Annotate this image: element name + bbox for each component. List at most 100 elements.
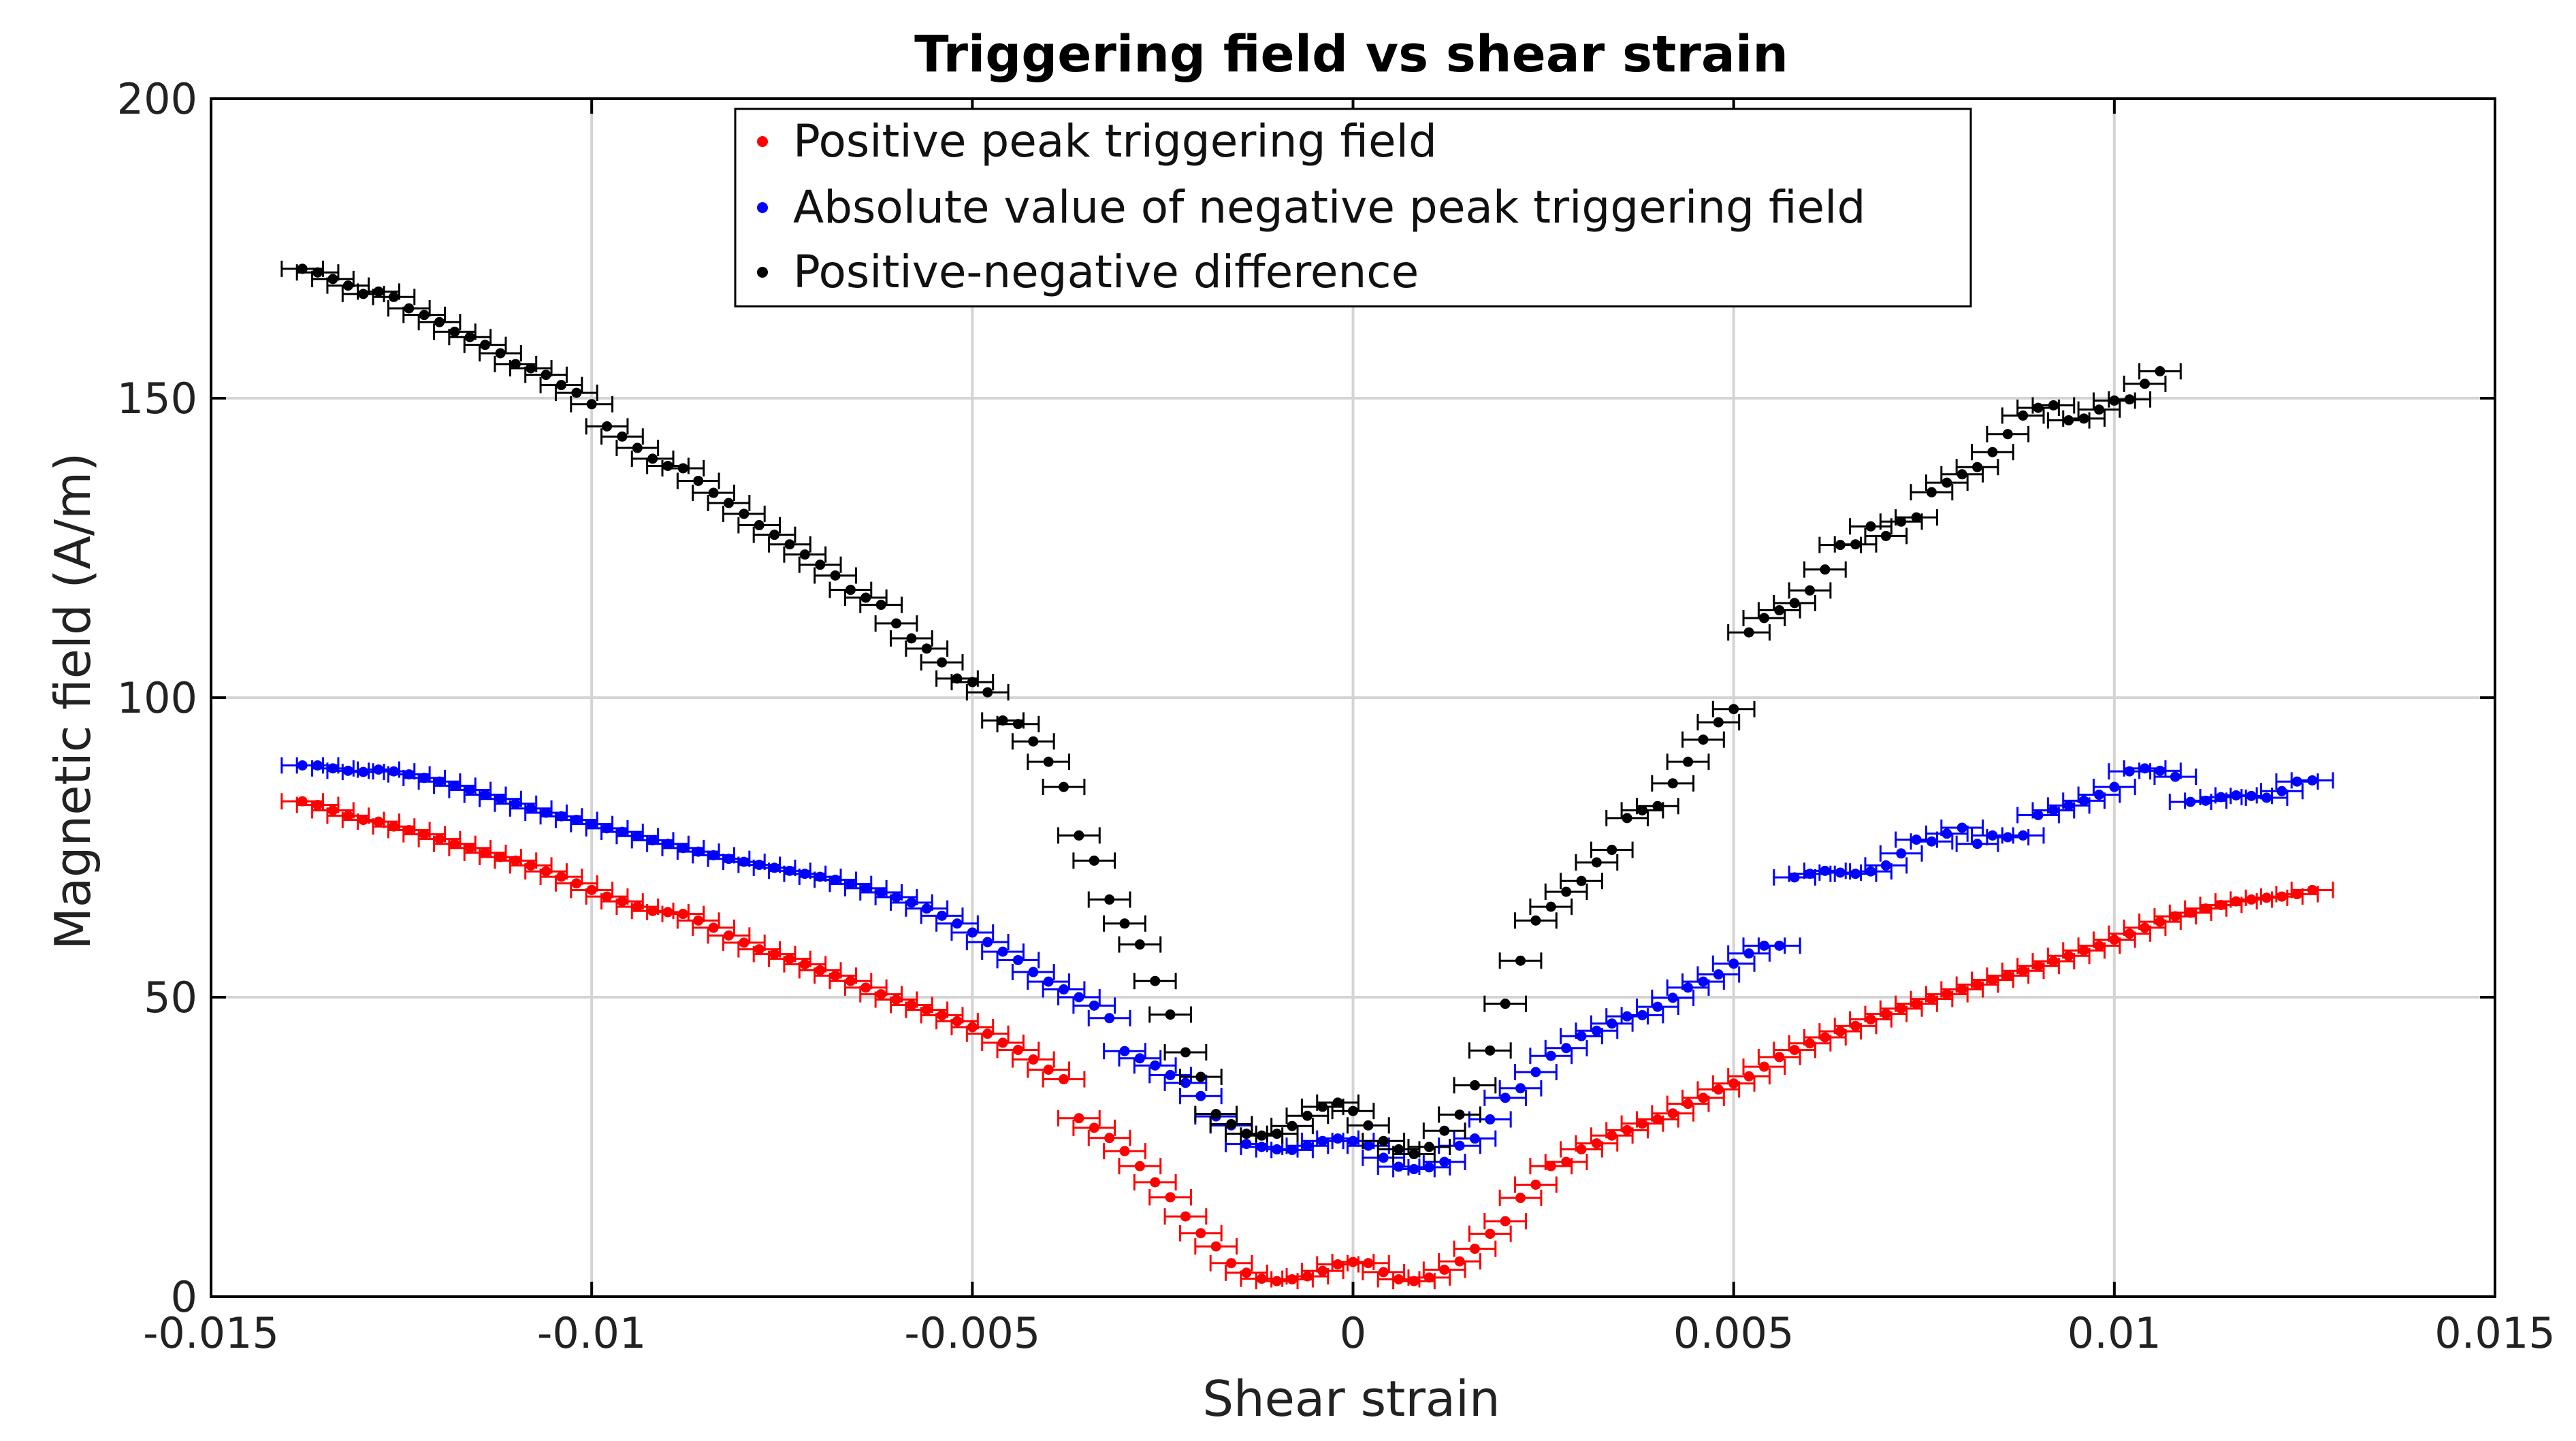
data-point bbox=[1180, 1047, 1191, 1058]
data-point bbox=[2078, 945, 2089, 956]
data-point bbox=[1607, 845, 1617, 856]
y-tick-label: 100 bbox=[117, 673, 197, 723]
data-point bbox=[1119, 1046, 1130, 1056]
data-point bbox=[1241, 1129, 1252, 1139]
data-point bbox=[526, 803, 536, 814]
data-point bbox=[1059, 984, 1069, 995]
data-point bbox=[1576, 875, 1587, 886]
data-point bbox=[1576, 1031, 1587, 1041]
data-point bbox=[1226, 1258, 1237, 1269]
data-point bbox=[1302, 1110, 1313, 1121]
data-point bbox=[1408, 1164, 1419, 1175]
data-point bbox=[1515, 1193, 1526, 1203]
data-point bbox=[693, 915, 704, 926]
data-point bbox=[1652, 1001, 1663, 1012]
data-point bbox=[2109, 395, 2120, 406]
data-point bbox=[464, 843, 475, 854]
data-point bbox=[1972, 839, 1983, 849]
data-point bbox=[404, 303, 415, 314]
data-point bbox=[312, 800, 323, 811]
data-point bbox=[617, 431, 628, 442]
data-point bbox=[1957, 469, 1967, 480]
data-point bbox=[2155, 366, 2166, 376]
data-point bbox=[708, 849, 719, 860]
data-point bbox=[1652, 800, 1663, 811]
data-point bbox=[2170, 771, 2180, 782]
data-point bbox=[1880, 1009, 1891, 1020]
data-point bbox=[632, 830, 643, 841]
data-point bbox=[1119, 918, 1130, 929]
data-point bbox=[1378, 1267, 1389, 1278]
data-point bbox=[1423, 1272, 1434, 1283]
data-point bbox=[312, 267, 323, 278]
data-point bbox=[1317, 1101, 1328, 1112]
data-point bbox=[586, 399, 597, 410]
data-point bbox=[769, 949, 780, 960]
data-point bbox=[937, 910, 948, 921]
data-point bbox=[2140, 763, 2151, 774]
data-point bbox=[723, 930, 734, 941]
data-point bbox=[1210, 1241, 1221, 1252]
data-point bbox=[1591, 1138, 1602, 1149]
series-2 bbox=[280, 260, 2182, 1163]
data-point bbox=[1820, 865, 1831, 876]
data-point bbox=[1454, 1256, 1465, 1267]
data-point bbox=[1515, 955, 1526, 966]
data-point bbox=[1210, 1109, 1221, 1120]
data-point bbox=[526, 860, 536, 871]
data-point bbox=[2093, 404, 2104, 415]
data-point bbox=[1530, 915, 1541, 926]
data-point bbox=[1302, 1140, 1313, 1151]
chart-title: Triggering field vs shear strain bbox=[914, 25, 1788, 84]
data-point bbox=[906, 633, 917, 644]
data-point bbox=[1256, 1142, 1267, 1152]
data-point bbox=[1348, 1135, 1358, 1146]
x-axis-label: Shear strain bbox=[1202, 1370, 1500, 1427]
y-tick-label: 200 bbox=[117, 74, 197, 124]
data-point bbox=[2093, 790, 2104, 800]
data-point bbox=[677, 909, 688, 920]
data-point bbox=[1911, 999, 1922, 1009]
data-point bbox=[1758, 613, 1769, 624]
data-point bbox=[830, 970, 841, 981]
data-point bbox=[1865, 866, 1876, 877]
data-point bbox=[1165, 1069, 1176, 1080]
data-point bbox=[1043, 976, 1054, 987]
x-tick-label: 0.01 bbox=[2067, 1308, 2161, 1358]
data-point bbox=[342, 280, 353, 291]
data-point bbox=[1439, 1156, 1450, 1167]
data-point bbox=[1348, 1257, 1358, 1267]
data-point bbox=[891, 618, 901, 629]
data-point bbox=[1805, 1038, 1815, 1049]
data-point bbox=[1850, 869, 1861, 879]
x-tick-label: -0.015 bbox=[143, 1308, 279, 1358]
data-point bbox=[556, 871, 566, 882]
x-tick-label: 0 bbox=[1340, 1308, 1366, 1358]
data-point bbox=[997, 946, 1008, 957]
data-point bbox=[449, 326, 460, 337]
data-point bbox=[906, 999, 917, 1010]
data-point bbox=[602, 421, 613, 432]
data-point bbox=[2170, 911, 2180, 922]
data-point bbox=[784, 539, 795, 550]
data-point bbox=[1713, 969, 1724, 980]
data-point bbox=[1302, 1271, 1313, 1282]
data-point bbox=[1987, 830, 1998, 841]
data-point bbox=[449, 839, 460, 849]
data-point bbox=[1820, 564, 1831, 575]
data-point bbox=[571, 387, 582, 398]
data-point bbox=[1591, 857, 1602, 868]
data-point bbox=[1256, 1274, 1267, 1284]
y-tick-label: 150 bbox=[117, 374, 197, 423]
data-point bbox=[1150, 1060, 1161, 1071]
data-point bbox=[693, 846, 704, 857]
data-point bbox=[1850, 1020, 1861, 1031]
data-point bbox=[1469, 1080, 1480, 1090]
data-point bbox=[2018, 410, 2029, 421]
data-point bbox=[1880, 530, 1891, 541]
data-point bbox=[2215, 899, 2226, 910]
data-point bbox=[404, 824, 415, 835]
data-point bbox=[495, 852, 506, 862]
data-point bbox=[1561, 886, 1572, 897]
data-point bbox=[571, 815, 582, 826]
